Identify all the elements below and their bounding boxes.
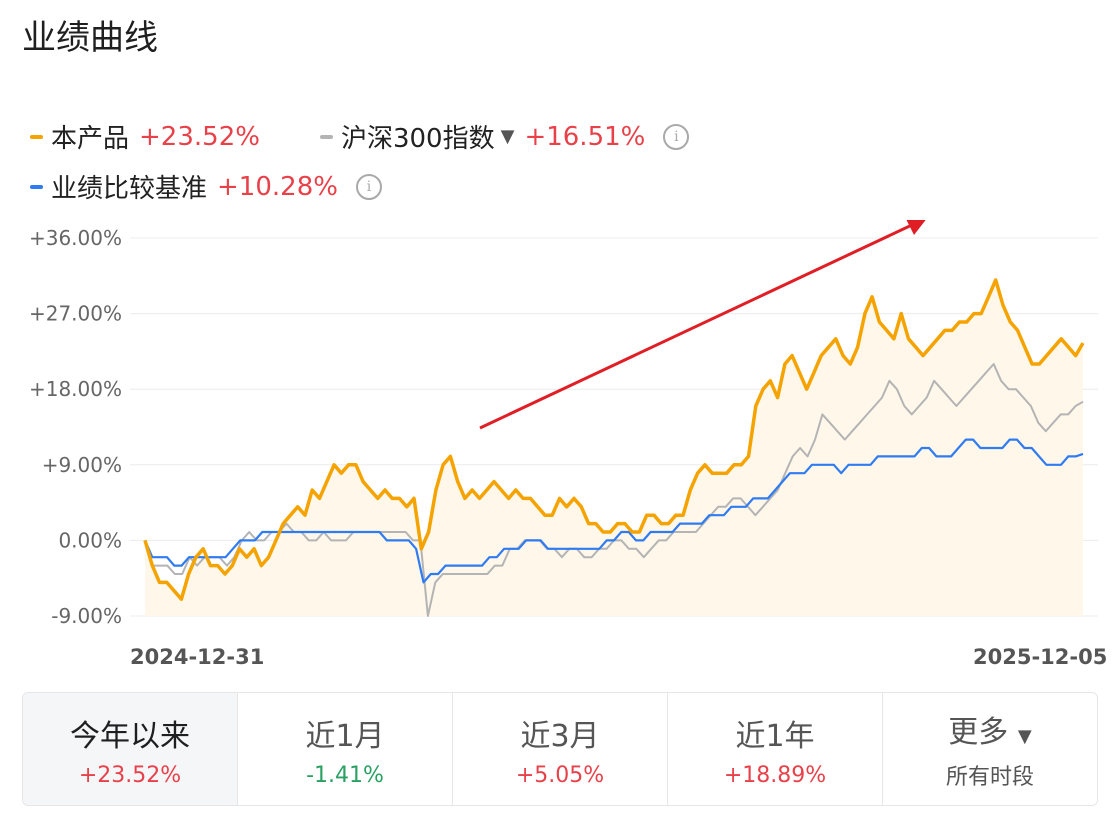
index-legend-marker xyxy=(319,134,333,139)
info-icon[interactable]: i xyxy=(355,173,382,200)
page-title: 业绩曲线 xyxy=(22,18,158,58)
tab-1y[interactable]: 近1年 +18.89% xyxy=(668,693,883,805)
y-tick-label: 0.00% xyxy=(58,528,122,552)
tab-label: 今年以来 xyxy=(70,718,190,754)
performance-chart: +36.00% +27.00% +18.00% +9.00% 0.00% -9.00% xyxy=(29,220,1098,628)
red-arrow-shaft xyxy=(479,222,915,430)
legend-row-1: 本产品 +23.52% 沪深300指数 ▼ +16.51% i xyxy=(30,118,690,155)
legend-product-label[interactable]: 本产品 xyxy=(51,124,130,154)
tab-label: 近1年 xyxy=(735,718,815,754)
tab-more[interactable]: 更多 ▼ 所有时段 xyxy=(883,693,1097,805)
legend-benchmark-label[interactable]: 业绩比较基准 xyxy=(51,174,208,204)
legend-row-2: 业绩比较基准 +10.28% i xyxy=(30,168,382,205)
period-tabs: 今年以来 +23.52% 近1月 -1.41% 近3月 +5.05% 近1年 +… xyxy=(22,692,1098,806)
benchmark-legend-marker xyxy=(30,184,43,189)
benchmark-line xyxy=(143,438,1084,584)
product-legend-marker xyxy=(30,134,43,139)
legend-index-value: +16.51% xyxy=(524,121,646,152)
tab-label: 近3月 xyxy=(520,718,600,754)
tab-ytd[interactable]: 今年以来 +23.52% xyxy=(23,693,238,805)
tab-label: 更多 xyxy=(948,715,1009,750)
product-area xyxy=(145,280,1083,616)
legend-benchmark-value: +10.28% xyxy=(217,171,338,202)
y-tick-label: +18.00% xyxy=(29,377,122,401)
info-icon[interactable]: i xyxy=(663,123,690,150)
product-line xyxy=(143,278,1085,601)
tab-more-label: 更多 ▼ xyxy=(948,707,1031,751)
tab-value: -1.41% xyxy=(306,762,384,788)
tab-label: 近1月 xyxy=(305,718,385,754)
x-end-label: 2025-12-05 xyxy=(973,645,1108,669)
tab-3m[interactable]: 近3月 +5.05% xyxy=(453,693,668,805)
tab-sub: 所有时段 xyxy=(945,765,1034,790)
y-tick-label: +27.00% xyxy=(29,302,122,326)
tab-value: +18.89% xyxy=(723,762,827,788)
tab-value: +5.05% xyxy=(515,762,605,788)
tab-value: +23.52% xyxy=(78,762,182,788)
y-tick-label: +36.00% xyxy=(29,226,122,250)
red-arrow-head xyxy=(906,220,926,235)
tab-1m[interactable]: 近1月 -1.41% xyxy=(238,693,453,805)
y-tick-label: +9.00% xyxy=(42,453,122,477)
y-tick-label: -9.00% xyxy=(51,604,122,628)
legend-index-label[interactable]: 沪深300指数 xyxy=(340,124,495,154)
caret-down-icon[interactable]: ▼ xyxy=(500,126,515,147)
legend-product-value: +23.52% xyxy=(139,121,260,152)
caret-down-icon: ▼ xyxy=(1017,726,1032,747)
x-start-label: 2024-12-31 xyxy=(130,645,265,669)
